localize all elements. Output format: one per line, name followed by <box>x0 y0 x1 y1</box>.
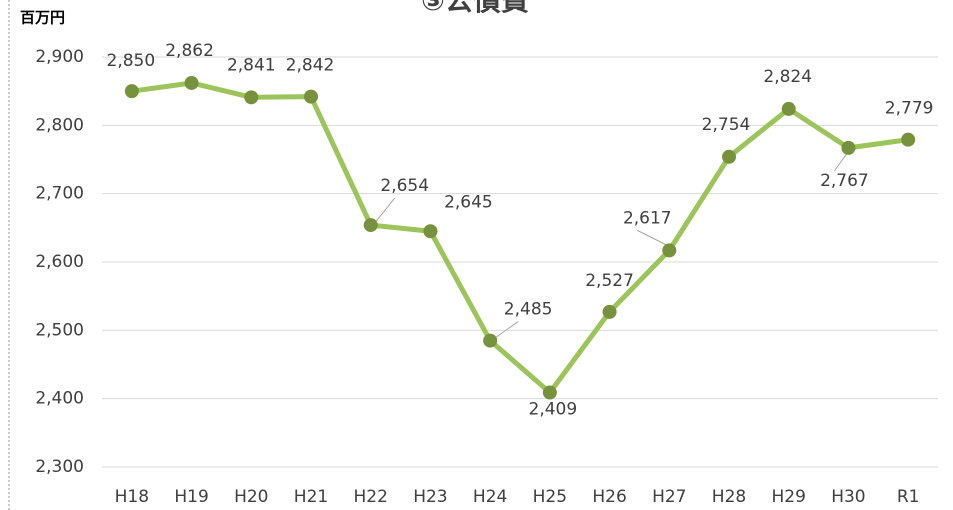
x-tick-label: H27 <box>652 487 686 507</box>
marker <box>602 304 617 319</box>
data-label: 2,527 <box>585 271 634 291</box>
marker <box>184 75 199 90</box>
x-tick-label: H19 <box>174 487 208 507</box>
x-tick-label: H25 <box>533 487 567 507</box>
x-tick-label: H21 <box>294 487 328 507</box>
data-label: 2,850 <box>107 51 156 71</box>
data-label: 2,862 <box>165 41 214 61</box>
marker <box>124 84 139 99</box>
x-tick-label: H18 <box>115 487 149 507</box>
data-label: 2,409 <box>529 400 578 420</box>
y-tick-label: 2,400 <box>35 389 84 409</box>
data-label: 2,779 <box>885 99 934 119</box>
data-label: 2,767 <box>820 171 869 191</box>
marker <box>662 243 677 258</box>
x-tick-label: H29 <box>772 487 806 507</box>
marker <box>244 90 259 105</box>
leader-line <box>493 321 519 339</box>
y-unit: 百万円 <box>20 9 65 27</box>
leader-line <box>374 197 396 224</box>
x-tick-label: H28 <box>712 487 746 507</box>
marker <box>841 140 856 155</box>
marker <box>304 89 318 104</box>
x-tick-label: H23 <box>413 487 447 507</box>
data-label: 2,654 <box>380 176 429 196</box>
marker <box>781 101 796 116</box>
data-label: 2,841 <box>227 55 276 75</box>
marker <box>483 333 498 348</box>
y-tick-label: 2,700 <box>35 184 84 204</box>
x-tick-label: H26 <box>592 487 626 507</box>
data-label: 2,645 <box>444 192 493 212</box>
marker <box>423 224 438 239</box>
line <box>131 80 909 396</box>
marker <box>363 218 378 233</box>
data-label: 2,842 <box>286 56 335 76</box>
data-label: 2,485 <box>504 300 553 320</box>
chart-title: ③公債費 <box>421 0 529 17</box>
y-tick-label: 2,600 <box>35 252 84 272</box>
marker <box>901 132 916 147</box>
marker <box>542 385 557 400</box>
y-tick-label: 2,300 <box>35 457 84 477</box>
data-label: 2,824 <box>763 67 812 87</box>
y-tick-label: 2,800 <box>35 115 84 135</box>
data-label: 2,617 <box>623 208 672 228</box>
x-tick-label: H20 <box>234 487 268 507</box>
data-label: 2,754 <box>702 115 751 135</box>
x-tick-label: H24 <box>473 487 507 507</box>
x-tick-label: H30 <box>831 487 865 507</box>
y-tick-label: 2,900 <box>35 47 84 67</box>
y-tick-label: 2,500 <box>35 320 84 340</box>
x-tick-label: R1 <box>897 487 920 507</box>
x-tick-label: H22 <box>354 487 388 507</box>
marker <box>722 149 736 164</box>
